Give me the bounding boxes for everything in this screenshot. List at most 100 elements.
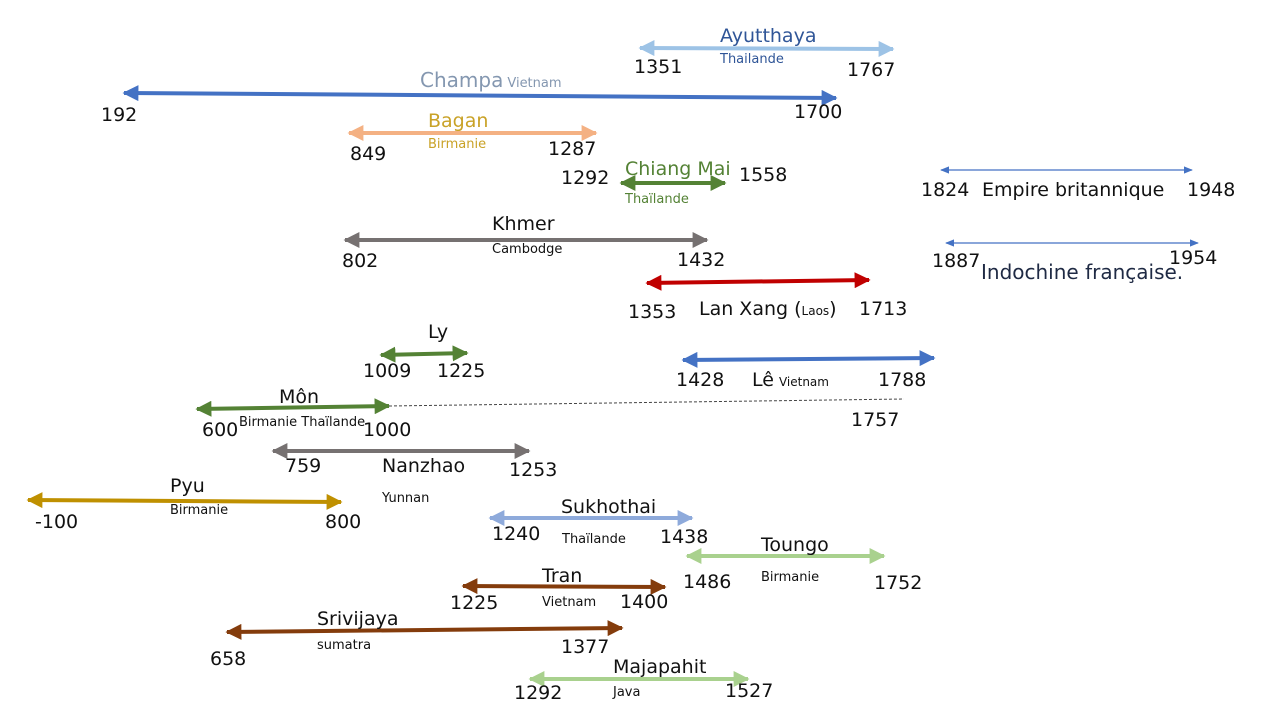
region-nanzhao: Yunnan: [381, 491, 429, 506]
start-le: 1428: [676, 369, 724, 391]
start-ly: 1009: [363, 360, 411, 382]
arrow-ayutthaya: [638, 40, 895, 57]
start-nanzhao: 759: [285, 455, 321, 477]
start-lan-xang: 1353: [628, 301, 676, 323]
name-toungo: Toungo: [760, 534, 829, 556]
name-nanzhao: Nanzhao: [382, 455, 465, 477]
end-indochine: 1954: [1169, 247, 1217, 269]
end-empire-britannique: 1948: [1187, 179, 1235, 201]
region-ayutthaya: Thailande: [719, 52, 784, 67]
name-le-main: Lê: [752, 369, 774, 391]
end-ayutthaya: 1767: [847, 59, 895, 81]
name-champa: Champa Vietnam: [420, 68, 562, 92]
end-pyu: 800: [325, 511, 361, 533]
arrow-le: [681, 350, 936, 368]
end-sukhothai: 1438: [660, 526, 708, 548]
region-chiang-mai: Thaïlande: [624, 192, 689, 207]
name-lan-xang-main: Lan Xang (: [699, 298, 802, 320]
name-bagan: Bagan: [428, 110, 488, 132]
end-lan-xang: 1713: [859, 298, 907, 320]
end-khmer: 1432: [677, 249, 725, 271]
arrow-lan-xang: [645, 272, 871, 291]
name-champa-main: Champa: [420, 68, 503, 92]
end-majapahit: 1527: [725, 680, 773, 702]
kingdom-srivijaya: Srivijaya sumatra 658 1377: [210, 608, 624, 670]
start-ayutthaya: 1351: [634, 56, 682, 78]
extended-end-mon: 1757: [851, 409, 899, 431]
region-khmer: Cambodge: [492, 242, 562, 257]
name-ly: Ly: [428, 321, 448, 343]
end-mon: 1000: [363, 419, 411, 441]
kingdom-majapahit: Majapahit 1292 Java 1527: [514, 656, 773, 704]
kingdom-khmer: Khmer Cambodge 802 1432: [342, 213, 725, 272]
kingdom-indochine: 1887 Indochine française. 1954: [932, 239, 1217, 284]
start-sukhothai: 1240: [492, 523, 540, 545]
region-mon: Birmanie Thaïlande: [239, 415, 365, 430]
name-mon: Môn: [279, 386, 319, 408]
name-empire-britannique: Empire britannique: [982, 179, 1164, 201]
end-nanzhao: 1253: [509, 459, 557, 481]
start-indochine: 1887: [932, 250, 980, 272]
region-srivijaya: sumatra: [317, 638, 371, 653]
end-champa: 1700: [794, 101, 842, 123]
name-lan-xang: Lan Xang (Laos): [699, 298, 837, 320]
region-pyu: Birmanie: [170, 503, 228, 518]
start-empire-britannique: 1824: [921, 179, 969, 201]
kingdom-le: 1428 Lê Vietnam 1788: [676, 350, 936, 391]
kingdom-chiang-mai: Chiang Mai Thaïlande 1292 1558: [561, 158, 787, 207]
kingdom-ly: Ly 1009 1225: [363, 321, 485, 382]
kingdom-bagan: Bagan Birmanie 849 1287: [347, 110, 598, 165]
arrow-mon: [195, 398, 391, 417]
start-toungo: 1486: [683, 571, 731, 593]
end-chiang-mai: 1558: [739, 164, 787, 186]
end-tran: 1400: [620, 591, 668, 613]
start-mon: 600: [202, 419, 238, 441]
region-le: Vietnam: [779, 375, 829, 389]
arrow-tran: [461, 578, 667, 595]
start-bagan: 849: [350, 143, 386, 165]
start-majapahit: 1292: [514, 682, 562, 704]
mon-dashed-extension: [388, 398, 905, 407]
start-pyu: -100: [35, 511, 78, 533]
kingdom-sukhothai: Sukhothai 1240 Thaïlande 1438: [488, 496, 708, 548]
end-srivijaya: 1377: [561, 636, 609, 658]
start-tran: 1225: [450, 592, 498, 614]
start-khmer: 802: [342, 250, 378, 272]
kingdom-mon: Môn 600 Birmanie Thaïlande 1000 1757: [195, 386, 905, 441]
region-toungo: Birmanie: [761, 570, 819, 585]
name-khmer: Khmer: [492, 213, 555, 235]
name-tran: Tran: [541, 565, 582, 587]
arrow-pyu: [26, 492, 343, 510]
kingdom-nanzhao: 759 Nanzhao Yunnan 1253: [271, 443, 557, 506]
name-srivijaya: Srivijaya: [317, 608, 398, 630]
region-sukhothai: Thaïlande: [561, 532, 626, 547]
region-bagan: Birmanie: [428, 137, 486, 152]
name-lan-xang-suffix: ): [829, 298, 836, 320]
start-champa: 192: [101, 104, 137, 126]
name-indochine: Indochine française.: [981, 260, 1183, 284]
start-srivijaya: 658: [210, 648, 246, 670]
kingdom-lan-xang: 1353 Lan Xang (Laos) 1713: [628, 272, 907, 323]
kingdom-tran: Tran 1225 Vietnam 1400: [450, 565, 668, 614]
end-toungo: 1752: [874, 572, 922, 594]
arrow-ly: [379, 345, 469, 363]
region-majapahit: Java: [612, 685, 640, 700]
region-tran: Vietnam: [542, 595, 596, 610]
region-lan-xang: Laos: [802, 304, 830, 318]
name-sukhothai: Sukhothai: [561, 496, 656, 518]
name-chiang-mai: Chiang Mai: [625, 158, 731, 180]
kingdom-toungo: Toungo 1486 Birmanie 1752: [683, 534, 922, 594]
kingdom-champa: Champa Vietnam 192 1700: [101, 68, 842, 126]
arrow-srivijaya: [225, 620, 624, 640]
name-majapahit: Majapahit: [613, 656, 706, 678]
arrow-champa: [122, 85, 838, 106]
region-champa: Vietnam: [507, 76, 561, 91]
end-ly: 1225: [437, 360, 485, 382]
kingdom-ayutthaya: Ayutthaya Thailande 1351 1767: [634, 25, 895, 81]
kingdom-empire-britannique: 1824 Empire britannique 1948: [921, 166, 1235, 201]
name-pyu: Pyu: [170, 475, 205, 497]
end-bagan: 1287: [548, 138, 596, 160]
name-le: Lê Vietnam: [752, 369, 829, 391]
end-le: 1788: [878, 369, 926, 391]
